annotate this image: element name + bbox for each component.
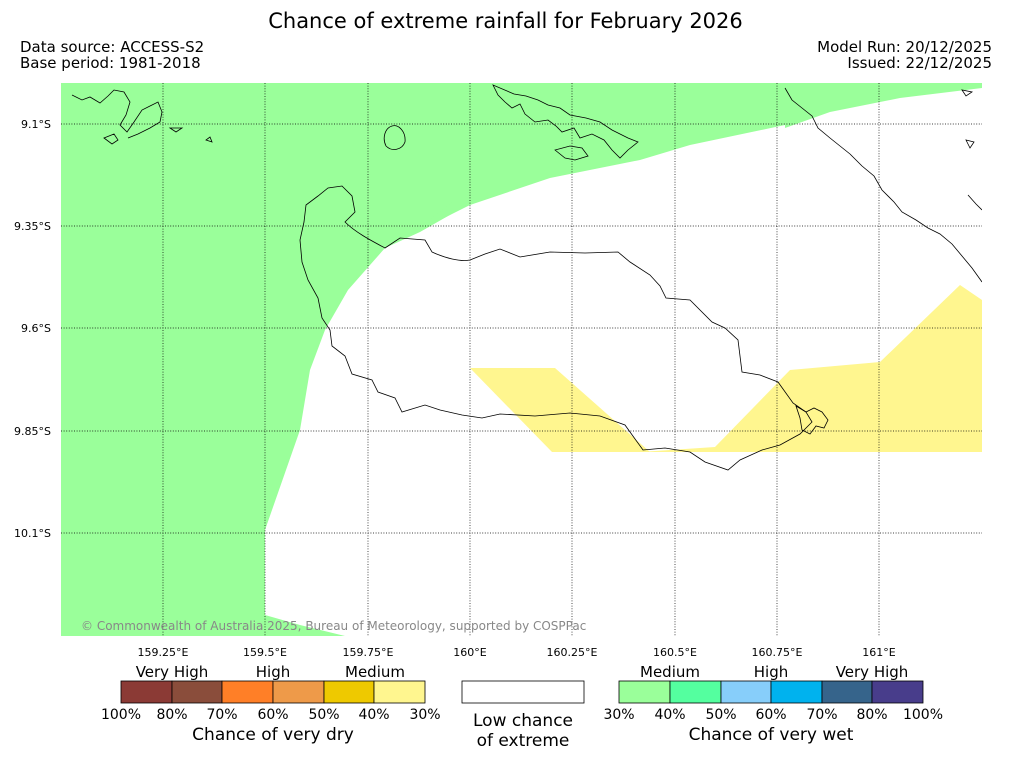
legend-dry-tick-1: 100% — [101, 707, 141, 723]
legend-wet-swatch-5 — [821, 680, 873, 704]
legend-dry-tick-5: 50% — [308, 707, 339, 723]
legend-wet-swatch-3 — [720, 680, 772, 704]
coast-santa-isabel-west — [299, 185, 813, 471]
wet-medium-area-northeast — [785, 83, 982, 128]
coastline — [71, 84, 982, 471]
legend-dry-high: High — [256, 663, 290, 681]
legend-dry-swatch-4 — [272, 680, 325, 704]
legend-dry-caption: Chance of very dry — [192, 725, 354, 745]
legend-dry-tick-3: 70% — [206, 707, 237, 723]
legend-wet-very-high: Very High — [836, 663, 909, 681]
copyright-notice: © Commonwealth of Australia 2025, Bureau… — [81, 619, 586, 633]
legend-dry: Very High High Medium 100% 80% 70% 60% 5… — [101, 663, 441, 745]
coast-guadalcanal-north — [71, 89, 213, 145]
legend-dry-tick-7: 30% — [409, 707, 440, 723]
legend-wet-tick-3: 50% — [705, 707, 736, 723]
legend-dry-swatch-5 — [323, 680, 375, 704]
lat-label-9-85: 9.85°S — [14, 425, 51, 438]
lon-label-161: 161°E — [862, 646, 895, 659]
legend-dry-swatch-1 — [120, 680, 173, 704]
page-title: Chance of extreme rainfall for February … — [268, 9, 743, 33]
legend-wet-tick-6: 80% — [856, 707, 887, 723]
legend-wet-tick-5: 70% — [806, 707, 837, 723]
legend-dry-swatch-6 — [373, 680, 426, 704]
coast-russell-small-island — [795, 405, 829, 435]
lon-label-160: 160°E — [453, 646, 486, 659]
legend-dry-swatch-3 — [221, 680, 274, 704]
lon-label-159-25: 159.25°E — [138, 646, 189, 659]
data-source: Data source: ACCESS-S2 — [20, 38, 205, 56]
legend-wet-caption: Chance of very wet — [689, 725, 854, 745]
legend-low-chance-line1: Low chance — [473, 711, 573, 731]
coast-nggela-islands — [492, 84, 639, 161]
lat-label-9-6: 9.6°S — [21, 322, 51, 335]
legend-dry-very-high: Very High — [136, 663, 209, 681]
wet-medium-area-north — [410, 83, 785, 235]
legend-low-chance-swatch — [461, 680, 585, 704]
legend-wet-swatch-1 — [618, 680, 671, 704]
coast-savo-island — [383, 125, 406, 150]
legend-wet-swatch-6 — [871, 680, 924, 704]
meta-left: Data source: ACCESS-S2 Base period: 1981… — [20, 39, 204, 71]
coast-malaita — [784, 87, 982, 283]
model-run: Model Run: 20/12/2025 — [817, 38, 992, 56]
legend-dry-tick-2: 80% — [156, 707, 187, 723]
legend-low-chance-line2: of extreme — [477, 731, 570, 751]
wet-medium-area-south — [265, 615, 345, 636]
lat-label-9-35: 9.35°S — [14, 220, 51, 233]
legend-dry-tick-4: 60% — [257, 707, 288, 723]
legend-wet-swatch-2 — [669, 680, 722, 704]
lon-label-160-25: 160.25°E — [547, 646, 598, 659]
legend-wet-tick-4: 60% — [755, 707, 786, 723]
graticule — [61, 83, 982, 636]
lat-label-9-1: 9.1°S — [21, 118, 51, 131]
legend-wet-high: High — [754, 663, 788, 681]
meta-right: Model Run: 20/12/2025 Issued: 22/12/2025 — [817, 39, 992, 71]
legend-wet-tick-2: 40% — [654, 707, 685, 723]
lon-label-159-5: 159.5°E — [243, 646, 287, 659]
legend-wet: Medium High Very High 30% 40% 50% 60% 70… — [603, 663, 943, 745]
dry-medium-area-east — [640, 285, 982, 452]
legend-wet-medium: Medium — [640, 663, 700, 681]
lon-label-159-75: 159.75°E — [343, 646, 394, 659]
dry-medium-area-central — [470, 368, 650, 452]
legend-wet-tick-7: 100% — [903, 707, 943, 723]
legend-wet-swatch-4 — [770, 680, 823, 704]
lat-label-10-1: 10.1°S — [14, 527, 51, 540]
legend-dry-medium: Medium — [345, 663, 405, 681]
legend-wet-tick-1: 30% — [603, 707, 634, 723]
lon-label-160-5: 160.5°E — [653, 646, 697, 659]
base-period: Base period: 1981-2018 — [20, 54, 201, 72]
issued-date: Issued: 22/12/2025 — [847, 54, 992, 72]
legend-low-chance: Low chance of extreme — [461, 680, 585, 751]
legend-dry-tick-6: 40% — [358, 707, 389, 723]
wet-medium-area-west — [61, 83, 470, 636]
legend-dry-swatch-2 — [171, 680, 223, 704]
lon-label-160-75: 160.75°E — [752, 646, 803, 659]
